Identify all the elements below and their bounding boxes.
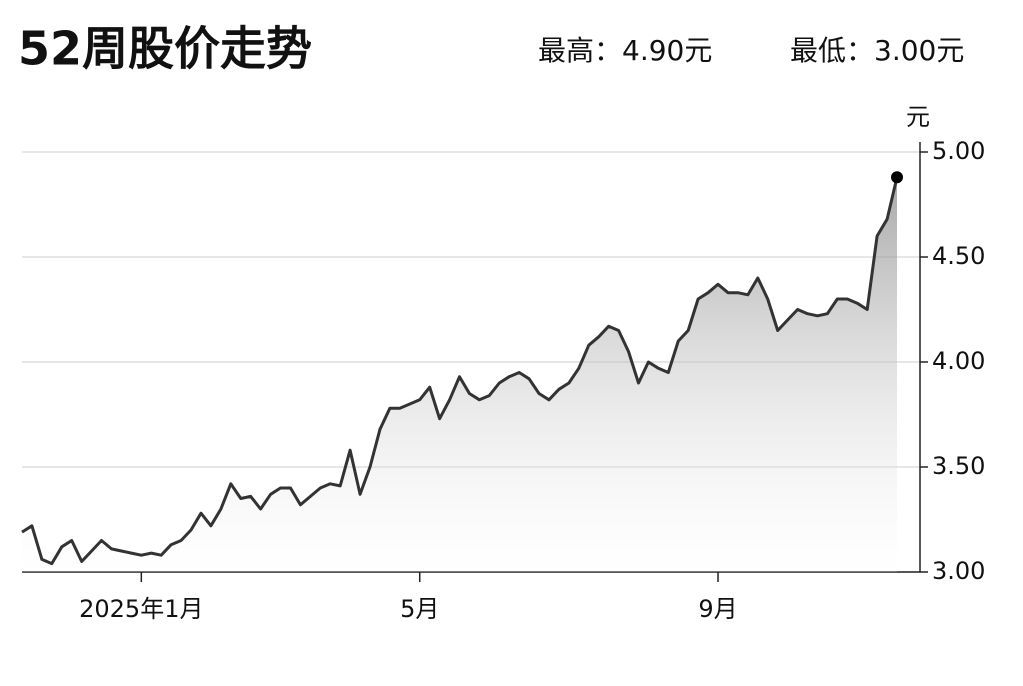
y-tick-label: 4.50 bbox=[932, 242, 985, 270]
x-tick-label: 2025年1月 bbox=[79, 595, 203, 623]
line bbox=[21, 176, 899, 566]
end-point bbox=[891, 171, 903, 184]
y-unit: 元 bbox=[906, 103, 930, 131]
y-tick-label: 3.50 bbox=[932, 452, 985, 480]
area bbox=[22, 177, 897, 572]
y-tick-label: 5.00 bbox=[932, 137, 985, 165]
y-tick-label: 4.00 bbox=[932, 347, 985, 375]
annotation: 最低：3.00元 bbox=[790, 34, 964, 67]
annotation: 最高：4.90元 bbox=[538, 34, 712, 67]
x-tick-label: 5月 bbox=[400, 595, 439, 623]
chart-title: 52周股价走势 bbox=[18, 22, 312, 76]
y-tick-label: 3.00 bbox=[932, 557, 985, 585]
x-tick-label: 9月 bbox=[698, 595, 737, 623]
